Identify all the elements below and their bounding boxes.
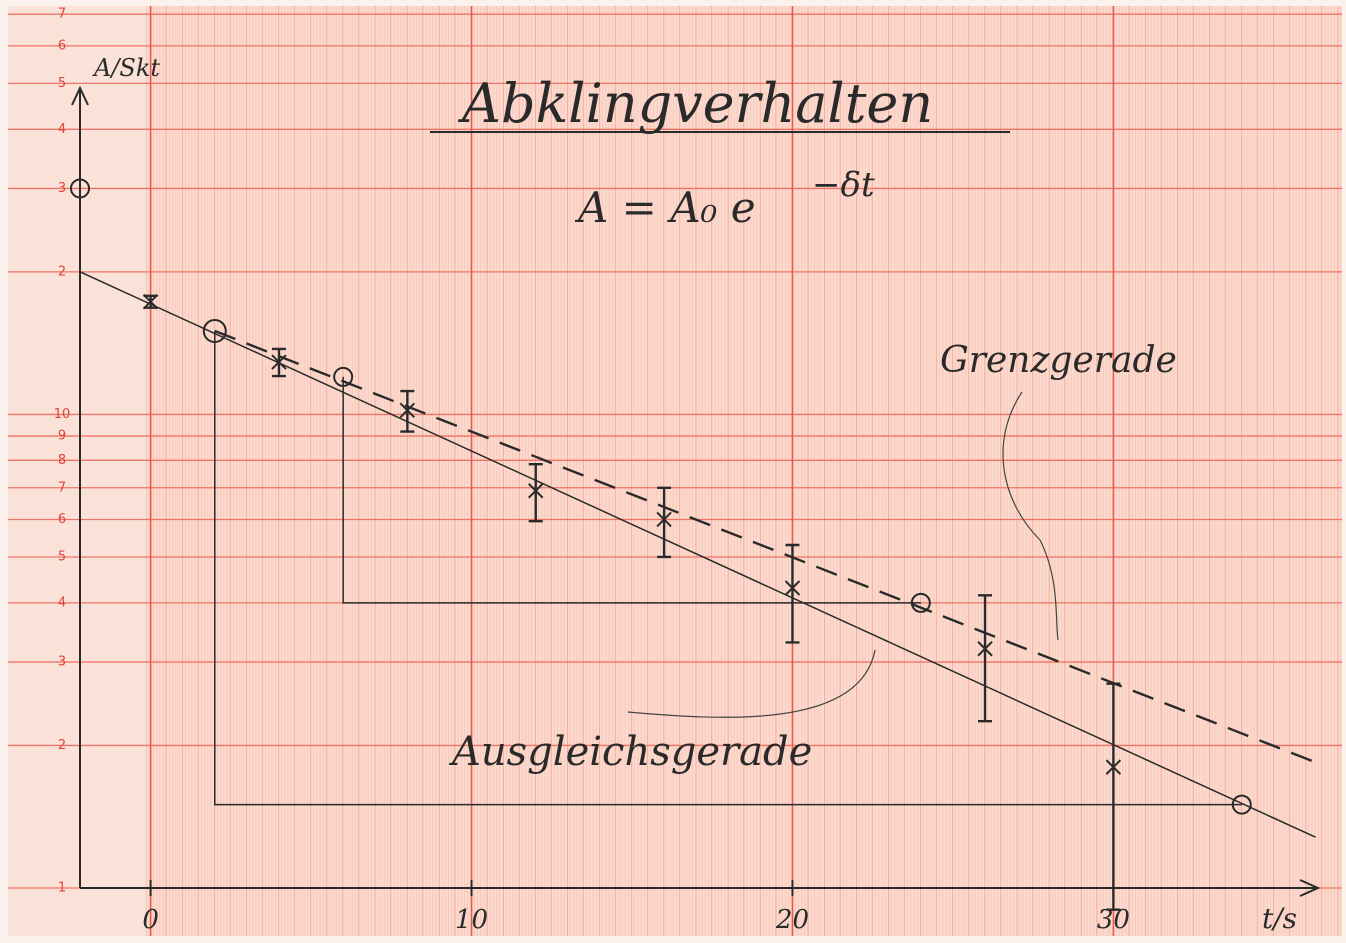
y-axis-label: A/Skt bbox=[92, 54, 160, 82]
formula: A = A₀ e bbox=[574, 183, 756, 232]
chart-title: Abklingverhalten bbox=[457, 72, 933, 135]
paper-grid bbox=[145, 6, 1342, 936]
y-tick-label: 6 bbox=[58, 512, 66, 527]
y-tick-label: 10 bbox=[54, 407, 71, 422]
y-tick-label: 3 bbox=[58, 181, 66, 196]
y-tick-label: 5 bbox=[58, 549, 66, 564]
y-tick-label: 5 bbox=[58, 76, 66, 91]
x-tick-label: 0 bbox=[142, 905, 159, 935]
y-tick-label: 4 bbox=[58, 595, 66, 610]
paper-margin bbox=[8, 6, 145, 936]
y-tick-label: 6 bbox=[58, 38, 66, 53]
chart: 123456789102345670102030 Abklingverhalte… bbox=[0, 0, 1346, 943]
line-label: Grenzgerade bbox=[940, 340, 1177, 381]
y-tick-label: 8 bbox=[58, 453, 66, 468]
y-tick-label: 4 bbox=[58, 122, 66, 137]
formula-exponent: −δt bbox=[812, 165, 875, 205]
x-tick-label: 20 bbox=[775, 905, 809, 935]
y-tick-label: 3 bbox=[58, 655, 66, 670]
line-label: Ausgleichsgerade bbox=[448, 729, 812, 775]
y-tick-label: 2 bbox=[58, 264, 66, 279]
y-tick-label: 7 bbox=[58, 7, 66, 22]
y-tick-label: 1 bbox=[58, 881, 66, 896]
y-tick-label: 9 bbox=[58, 429, 66, 444]
x-tick-label: 10 bbox=[455, 905, 488, 935]
y-tick-label: 2 bbox=[58, 738, 66, 753]
x-axis-label: t/s bbox=[1262, 902, 1297, 935]
y-tick-label: 7 bbox=[58, 480, 66, 495]
